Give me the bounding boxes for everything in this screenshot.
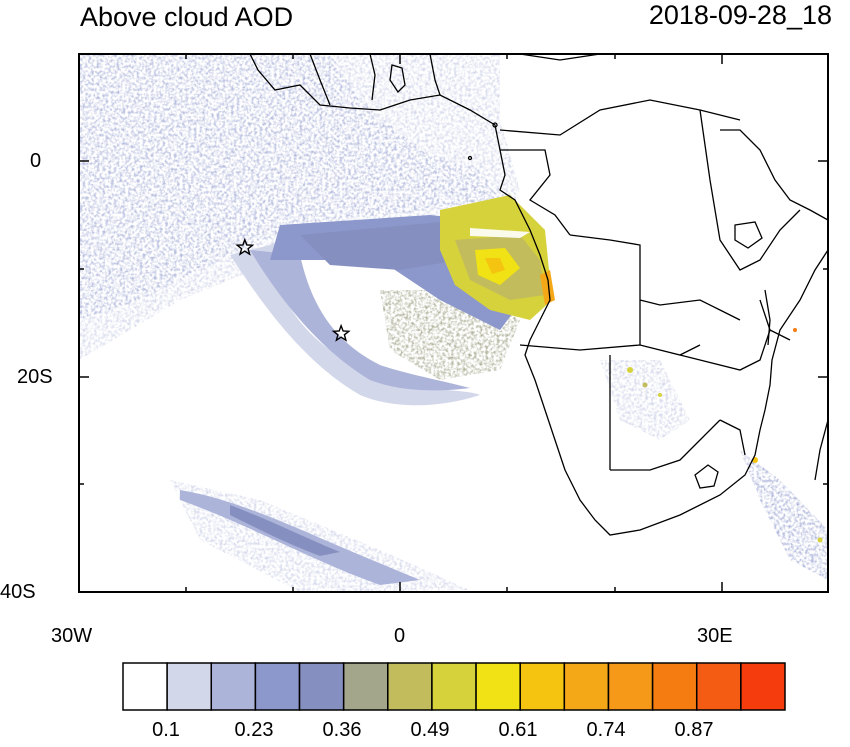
y-tick-label-40s: 40S xyxy=(0,581,36,603)
coastlines xyxy=(249,54,828,536)
colorbar-swatch xyxy=(166,662,213,711)
colorbar-swatch xyxy=(607,662,654,711)
sampling-markers xyxy=(235,237,351,342)
colorbar-swatch xyxy=(563,662,610,711)
colorbar-label: 0.23 xyxy=(234,719,274,741)
colorbar-swatch xyxy=(342,662,389,711)
colorbar-swatch xyxy=(740,662,786,711)
colorbar-label: 0.49 xyxy=(410,719,450,741)
colorbar-swatch xyxy=(695,662,742,711)
colorbar-swatch xyxy=(387,662,433,711)
colorbar-label: 0.36 xyxy=(322,719,362,741)
colorbar xyxy=(122,662,786,711)
y-tick-label-0: 0 xyxy=(30,150,42,172)
axis-ticks xyxy=(78,54,828,593)
colorbar-swatch xyxy=(475,662,521,711)
colorbar-swatch xyxy=(122,662,168,711)
colorbar-swatch xyxy=(298,662,345,711)
colorbar-swatch xyxy=(210,662,257,711)
map-title: Above cloud AOD xyxy=(80,2,294,32)
x-tick-label-30w: 30W xyxy=(51,625,93,647)
map-timestamp: 2018-09-28_18 xyxy=(648,0,832,30)
star-marker xyxy=(331,323,351,342)
star-marker xyxy=(235,237,255,256)
aod-field xyxy=(79,54,828,592)
plot-frame xyxy=(78,53,829,593)
colorbar-label: 0.61 xyxy=(498,719,538,741)
colorbar-label: 0.74 xyxy=(586,719,626,741)
colorbar-swatch xyxy=(254,662,301,711)
colorbar-swatch xyxy=(651,662,698,711)
colorbar-label: 0.1 xyxy=(152,719,180,741)
x-tick-label-0: 0 xyxy=(394,625,406,647)
y-tick-label-20s: 20S xyxy=(17,366,53,388)
colorbar-swatch xyxy=(431,662,477,711)
colorbar-swatch xyxy=(519,662,566,711)
x-tick-label-30e: 30E xyxy=(697,625,733,647)
colorbar-label: 0.87 xyxy=(674,719,714,741)
